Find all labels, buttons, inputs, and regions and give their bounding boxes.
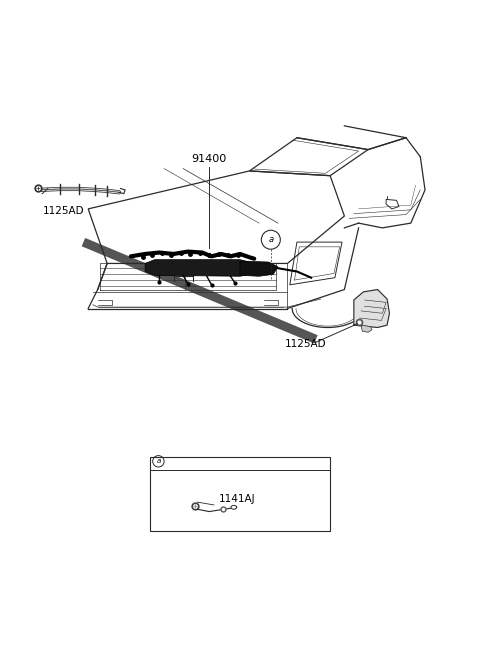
Text: a: a	[156, 458, 160, 464]
Text: 1125AD: 1125AD	[43, 206, 85, 216]
Text: 1125AD: 1125AD	[285, 339, 327, 349]
Polygon shape	[145, 259, 254, 276]
Polygon shape	[361, 325, 372, 332]
Polygon shape	[240, 261, 278, 276]
Bar	[150, 457, 330, 531]
Text: a: a	[268, 235, 274, 244]
Polygon shape	[354, 290, 389, 328]
Text: 91400: 91400	[192, 154, 227, 164]
Text: 1141AJ: 1141AJ	[219, 495, 255, 504]
